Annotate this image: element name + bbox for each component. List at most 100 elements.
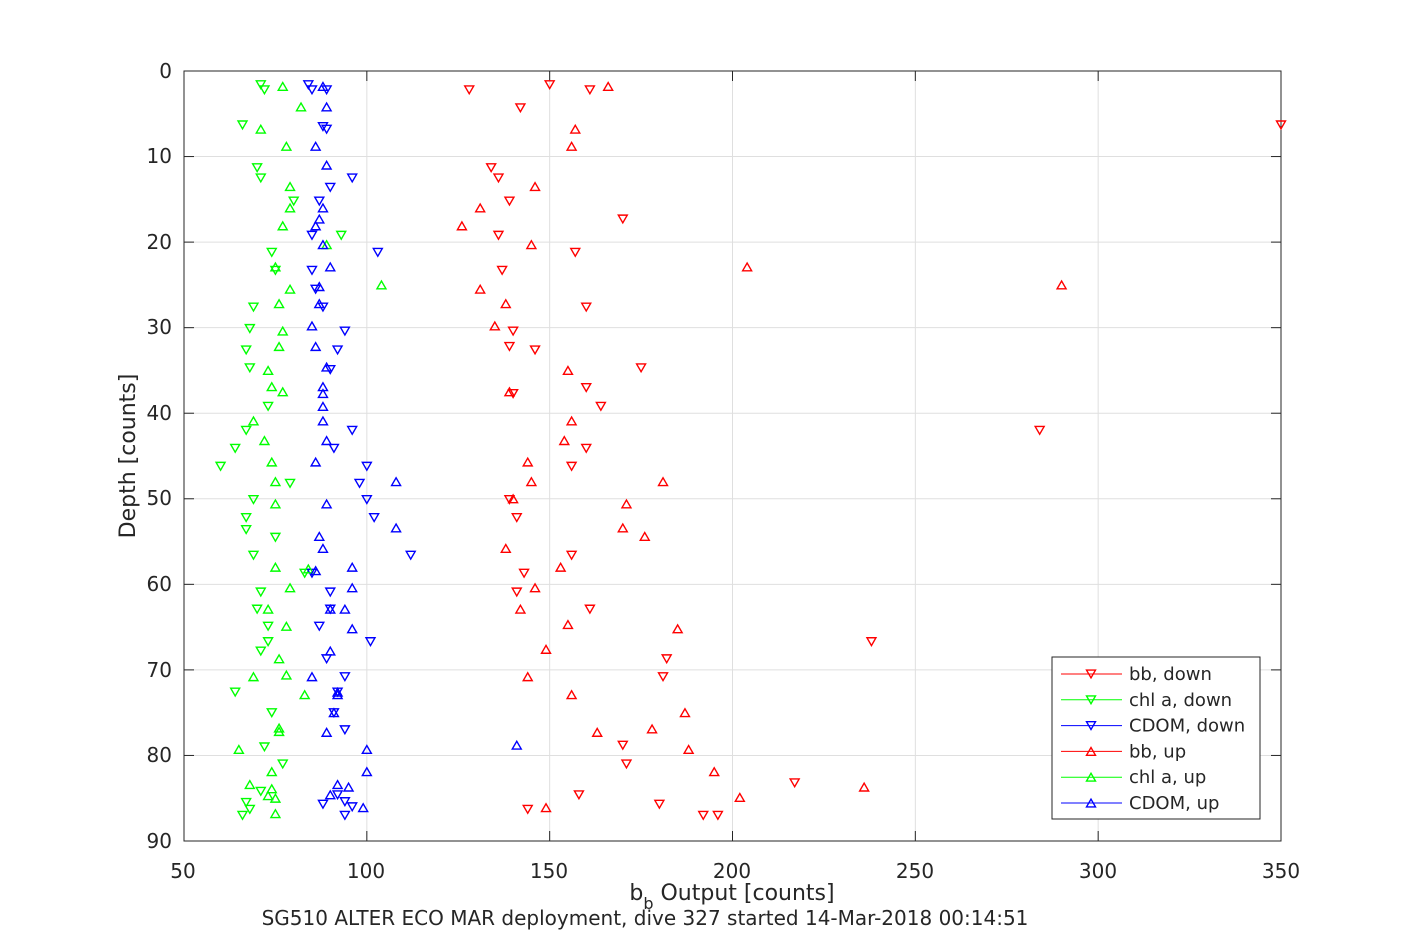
data-point	[511, 587, 523, 598]
data-point	[346, 623, 358, 634]
data-point	[328, 707, 340, 718]
data-point	[255, 123, 267, 134]
data-point	[313, 298, 326, 309]
data-point	[584, 604, 596, 615]
x-tick-label: 300	[1079, 859, 1117, 883]
data-point	[657, 476, 669, 487]
data-point	[500, 298, 512, 309]
y-tick-label: 20	[147, 230, 172, 254]
data-point	[342, 781, 355, 792]
data-point	[617, 214, 629, 225]
data-point	[269, 476, 282, 487]
y-tick-label: 40	[147, 401, 172, 425]
data-point	[273, 298, 285, 309]
data-point	[229, 687, 241, 698]
data-point	[284, 283, 296, 294]
data-point	[357, 802, 369, 813]
data-point	[708, 766, 720, 777]
data-point	[258, 435, 271, 446]
data-point	[514, 103, 527, 114]
data-point	[339, 810, 351, 821]
data-point	[339, 797, 351, 807]
data-point	[255, 587, 267, 598]
data-point	[474, 202, 486, 213]
data-point	[573, 790, 585, 801]
data-point	[240, 345, 252, 356]
data-point	[277, 81, 289, 91]
data-point	[331, 686, 344, 697]
data-point	[309, 220, 322, 231]
legend-marker	[1085, 771, 1097, 782]
series-bb-down	[463, 80, 1287, 821]
data-point	[697, 810, 709, 821]
data-point	[251, 604, 263, 615]
y-tick-label: 90	[147, 829, 172, 853]
data-point	[309, 456, 322, 467]
data-point	[353, 478, 366, 489]
data-point	[361, 766, 373, 777]
data-point	[580, 382, 592, 393]
data-point	[306, 230, 318, 241]
legend-marker	[1085, 746, 1097, 756]
data-point	[500, 543, 512, 553]
data-point	[273, 722, 285, 733]
data-point	[306, 265, 318, 276]
data-point	[602, 81, 614, 91]
x-axis-label: bb Output [counts]	[629, 881, 834, 913]
data-point	[320, 101, 333, 112]
data-point	[569, 247, 581, 258]
data-point	[309, 341, 322, 352]
data-point	[258, 85, 271, 96]
legend-label: CDOM, down	[1129, 716, 1245, 737]
data-point	[565, 461, 578, 472]
data-point	[284, 478, 296, 489]
legend-box	[1051, 656, 1261, 820]
series-chl-a-up	[233, 81, 388, 819]
data-point	[529, 582, 541, 593]
data-point	[511, 513, 523, 523]
data-point	[255, 80, 267, 90]
data-point	[247, 550, 260, 561]
data-point	[262, 365, 274, 376]
data-point	[463, 85, 475, 96]
data-point	[584, 85, 596, 96]
data-point	[317, 799, 329, 810]
data-point	[331, 689, 344, 700]
data-point	[269, 792, 282, 803]
data-point	[317, 122, 329, 132]
data-point	[244, 804, 256, 815]
data-point	[361, 495, 373, 505]
data-point	[240, 425, 252, 436]
data-point	[320, 124, 333, 135]
data-point	[255, 786, 267, 797]
legend-marker	[1085, 695, 1097, 706]
data-point	[331, 790, 344, 801]
data-point	[280, 140, 293, 151]
x-axis-label-text: Output [counts]	[654, 881, 835, 906]
figure-caption: SG510 ALTER ECO MAR deployment, dive 327…	[262, 906, 1029, 930]
data-point	[339, 672, 351, 683]
data-point	[287, 196, 300, 207]
data-point	[635, 363, 647, 374]
data-point	[511, 739, 523, 750]
y-tick-label: 50	[147, 486, 172, 510]
legend-marker	[1085, 721, 1097, 731]
data-point	[258, 742, 271, 753]
data-point	[313, 196, 326, 207]
data-point	[858, 781, 870, 792]
legend-label: bb, down	[1129, 664, 1212, 685]
data-point	[255, 173, 267, 184]
data-point	[317, 239, 329, 250]
data-point	[324, 587, 336, 598]
data-point	[671, 623, 684, 634]
data-point	[565, 689, 578, 700]
data-point	[266, 783, 278, 794]
legend-label: chl a, down	[1129, 690, 1232, 711]
data-point	[306, 320, 318, 331]
data-point	[233, 744, 245, 755]
data-point	[712, 810, 724, 821]
data-point	[540, 802, 552, 813]
data-point	[277, 325, 289, 336]
series-bb-up	[456, 81, 1068, 813]
